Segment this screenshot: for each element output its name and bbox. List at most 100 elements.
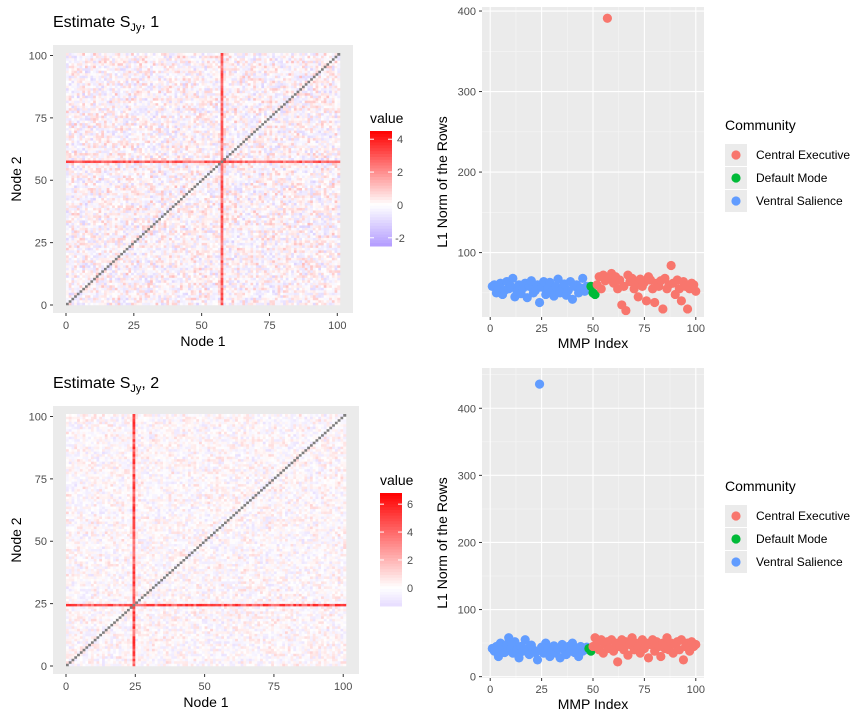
heatmap-cell: [93, 190, 97, 193]
heatmap-cell: [163, 70, 167, 74]
heatmap-cell: [106, 145, 110, 149]
heatmap-cell: [101, 53, 105, 56]
heatmap-cell: [98, 87, 102, 91]
heatmap-cell: [136, 200, 140, 203]
heatmap-cell: [155, 172, 159, 176]
heatmap-cell: [160, 105, 164, 109]
heatmap-cell: [120, 122, 124, 126]
heatmap-cell: [114, 222, 118, 226]
heatmap-cell: [87, 282, 91, 286]
heatmap-cell: [188, 255, 192, 258]
heatmap-cell: [174, 82, 178, 86]
heatmap-cell: [171, 140, 175, 144]
heatmap-cell: [79, 185, 83, 188]
heatmap-cell: [76, 90, 80, 94]
heatmap-cell: [196, 160, 200, 164]
heatmap-cell: [133, 140, 137, 144]
heatmap-cell: [188, 82, 192, 86]
heatmap-cell: [177, 220, 181, 223]
heatmap-cell: [193, 167, 197, 171]
heatmap-cell: [163, 117, 167, 121]
heatmap-cell: [174, 222, 178, 226]
heatmap-cell: [66, 215, 69, 218]
heatmap-cell: [160, 252, 164, 256]
heatmap-cell: [122, 175, 126, 179]
heatmap-cell: [93, 165, 97, 169]
heatmap-cell: [188, 95, 192, 99]
heatmap-cell: [188, 187, 192, 191]
heatmap-cell: [174, 130, 178, 134]
heatmap-cell: [76, 295, 80, 298]
heatmap-cell: [109, 185, 113, 188]
heatmap-cell: [144, 100, 148, 104]
heatmap-cell: [87, 85, 91, 89]
heatmap-cell: [190, 155, 194, 159]
heatmap-cell: [196, 105, 200, 109]
heatmap-cell: [133, 287, 137, 291]
heatmap-cell: [103, 97, 107, 101]
heatmap-cell: [144, 102, 148, 106]
heatmap-cell: [125, 245, 129, 248]
heatmap-cell: [196, 197, 200, 201]
heatmap-cell: [114, 125, 118, 129]
heatmap-cell: [74, 205, 78, 208]
heatmap-cell: [182, 75, 186, 79]
heatmap-cell: [103, 302, 107, 306]
heatmap-cell: [152, 120, 156, 124]
heatmap-cell: [74, 132, 78, 136]
heatmap-cell: [103, 252, 107, 256]
heatmap-cell: [122, 242, 126, 246]
heatmap-cell: [74, 67, 78, 71]
heatmap-cell: [103, 190, 107, 193]
heatmap-cell: [131, 75, 135, 79]
heatmap-cell: [133, 107, 137, 111]
heatmap-cell: [198, 252, 202, 256]
heatmap-cell: [155, 222, 159, 226]
heatmap-cell: [166, 267, 170, 271]
heatmap-cell: [158, 62, 162, 66]
heatmap-cell: [117, 260, 121, 263]
heatmap-cell: [174, 225, 178, 228]
heatmap-cell: [103, 125, 107, 129]
heatmap-cell: [66, 162, 69, 166]
heatmap-cell: [144, 252, 148, 256]
heatmap-cell: [74, 177, 78, 181]
heatmap-cell: [120, 212, 124, 216]
heatmap-cell: [131, 192, 135, 196]
heatmap-cell: [79, 300, 83, 303]
heatmap-cell: [177, 187, 181, 191]
heatmap-cell: [125, 215, 129, 218]
heatmap-cell: [98, 225, 102, 228]
heatmap-cell: [117, 75, 121, 79]
heatmap-cell: [82, 95, 86, 99]
heatmap-cell: [144, 127, 148, 131]
heatmap-cell: [171, 212, 175, 216]
heatmap-cell: [160, 225, 164, 228]
heatmap-cell: [93, 155, 97, 159]
heatmap-cell: [144, 97, 148, 101]
heatmap-cell: [93, 300, 97, 303]
heatmap-cell: [98, 195, 102, 198]
heatmap-cell: [95, 80, 99, 84]
heatmap-cell: [171, 200, 175, 203]
heatmap-cell: [120, 187, 124, 191]
heatmap-cell: [93, 297, 97, 301]
heatmap-cell: [103, 222, 107, 226]
heatmap-cell: [193, 120, 197, 124]
heatmap-cell: [171, 237, 175, 241]
heatmap-cell: [155, 67, 159, 71]
heatmap-cell: [128, 152, 132, 156]
heatmap-cell: [174, 115, 178, 119]
heatmap-cell: [182, 202, 186, 206]
heatmap-cell: [66, 82, 69, 86]
heatmap-cell: [117, 202, 121, 206]
heatmap-cell: [125, 275, 129, 278]
heatmap-cell: [133, 157, 137, 161]
heatmap-cell: [193, 265, 197, 268]
heatmap-cell: [74, 95, 78, 99]
heatmap-cell: [90, 177, 94, 181]
heatmap-cell: [87, 77, 91, 81]
heatmap-cell: [136, 90, 140, 94]
heatmap-cell: [125, 110, 129, 114]
heatmap-cell: [90, 230, 94, 233]
